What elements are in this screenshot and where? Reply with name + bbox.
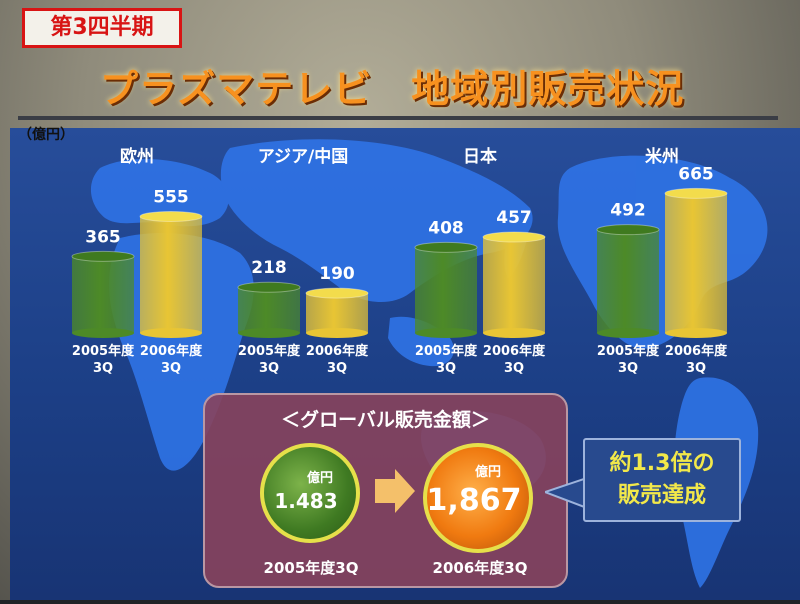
tick-label-2-0-1: 3Q xyxy=(436,361,456,376)
bar-3-0 xyxy=(596,224,660,338)
tick-label-0-0-1: 3Q xyxy=(93,361,113,376)
bar-2-1 xyxy=(482,231,546,338)
global-2005-unit: 億円 xyxy=(306,471,333,486)
bar-1-1 xyxy=(305,287,369,338)
bar-0-1 xyxy=(139,210,203,338)
slide-title: プラズマテレビ 地域別販売状況 xyxy=(100,67,685,111)
callout-tail xyxy=(545,478,587,508)
growth-callout: 約1.3倍の 販売達成 xyxy=(583,438,741,522)
bar-2-0 xyxy=(414,241,478,338)
value-label-3-0: 492 xyxy=(610,201,646,221)
tick-label-0-1-0: 2006年度 xyxy=(140,343,203,359)
tick-label-3-1-1: 3Q xyxy=(686,361,706,376)
global-2006-unit: 億円 xyxy=(474,465,501,480)
quarter-badge: 第3四半期 xyxy=(22,8,182,48)
tick-label-0-0-0: 2005年度 xyxy=(72,343,135,359)
value-label-1-1: 190 xyxy=(319,264,355,284)
category-label-3: 米州 xyxy=(645,146,679,167)
global-2005-circle: 億円 1.483 xyxy=(260,443,360,543)
global-2006-circle: 億円 1,867 xyxy=(423,443,533,553)
value-label-0-0: 365 xyxy=(85,227,121,247)
global-2005-value: 1.483 xyxy=(274,489,338,513)
tick-label-3-0-0: 2005年度 xyxy=(597,343,660,359)
tick-label-0-1-1: 3Q xyxy=(161,361,181,376)
value-label-1-0: 218 xyxy=(251,258,287,278)
global-2006-label: 2006年度3Q xyxy=(432,559,528,577)
arrow-right-icon xyxy=(375,469,415,513)
bar-1-0 xyxy=(237,281,301,338)
value-label-2-0: 408 xyxy=(428,218,464,238)
category-label-2: 日本 xyxy=(463,146,497,167)
callout-line-2: 販売達成 xyxy=(617,483,706,508)
title-divider xyxy=(18,116,778,120)
callout-line-1: 約1.3倍の xyxy=(609,451,715,476)
value-label-2-1: 457 xyxy=(496,208,532,228)
bar-0-0 xyxy=(71,250,135,338)
global-sales-title: ＜グローバル販売金額＞ xyxy=(281,409,490,431)
tick-label-1-0-0: 2005年度 xyxy=(238,343,301,359)
global-sales-panel: ＜グローバル販売金額＞ 億円 1.483 億円 1,867 2005年度3Q 2… xyxy=(203,393,568,588)
value-label-3-1: 665 xyxy=(678,164,714,184)
tick-label-3-0-1: 3Q xyxy=(618,361,638,376)
global-2005-label: 2005年度3Q xyxy=(263,559,359,577)
tick-label-2-1-1: 3Q xyxy=(504,361,524,376)
value-label-0-1: 555 xyxy=(153,187,189,207)
tick-label-2-1-0: 2006年度 xyxy=(483,343,546,359)
bar-3-1 xyxy=(664,187,728,338)
unit-label: （億円） xyxy=(18,127,74,143)
tick-label-2-0-0: 2005年度 xyxy=(415,343,478,359)
tick-label-1-1-0: 2006年度 xyxy=(306,343,369,359)
category-label-1: アジア/中国 xyxy=(258,146,349,167)
global-2006-value: 1,867 xyxy=(426,483,522,518)
tick-label-1-1-1: 3Q xyxy=(327,361,347,376)
category-label-0: 欧州 xyxy=(120,146,154,167)
tick-label-1-0-1: 3Q xyxy=(259,361,279,376)
tick-label-3-1-0: 2006年度 xyxy=(665,343,728,359)
